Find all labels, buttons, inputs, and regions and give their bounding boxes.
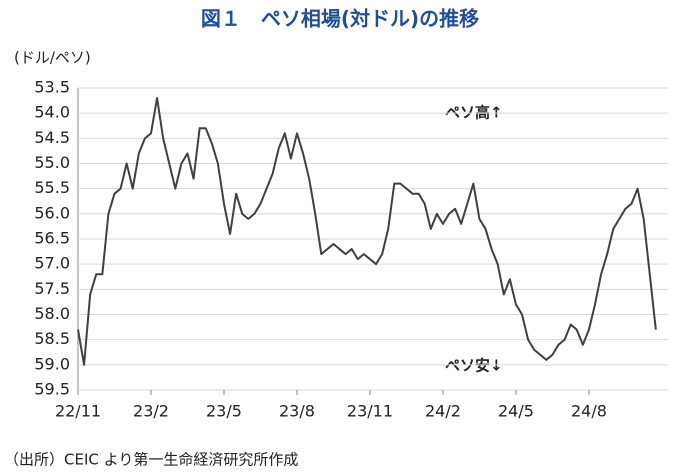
y-tick-label: 56.5 [34,229,70,248]
y-tick-label: 59.5 [34,380,70,399]
x-tick-label: 22/11 [55,402,101,421]
y-axis-label: (ドル/ペソ) [14,49,91,67]
y-tick-label: 54.5 [34,128,70,147]
x-tick-label: 23/5 [206,402,242,421]
source-note: （出所）CEIC より第一生命経済研究所作成 [4,451,298,469]
y-tick-label: 54.0 [34,103,70,122]
y-tick-label: 56.0 [34,203,70,222]
data-line [77,97,657,366]
y-tick-label: 58.0 [34,304,70,323]
y-tick-label: 57.5 [34,279,70,298]
y-tick-label: 55.0 [34,153,70,172]
annotation: ペソ安↓ [445,357,503,375]
y-tick-label: 59.0 [34,354,70,373]
y-tick-label: 58.5 [34,329,70,348]
y-tick-label: 55.5 [34,178,70,197]
x-tick-label: 23/8 [279,402,315,421]
x-tick-label: 23/2 [133,402,169,421]
x-tick-label: 24/2 [425,402,461,421]
x-tick-label: 24/8 [571,402,607,421]
chart-title: 図１ ペソ相場(対ドル)の推移 [201,7,479,31]
x-tick-label: 23/11 [347,402,393,421]
annotation: ペソ高↑ [445,104,503,122]
x-tick-label: 24/5 [498,402,534,421]
y-tick-label: 53.5 [34,78,70,97]
y-tick-label: 57.0 [34,254,70,273]
